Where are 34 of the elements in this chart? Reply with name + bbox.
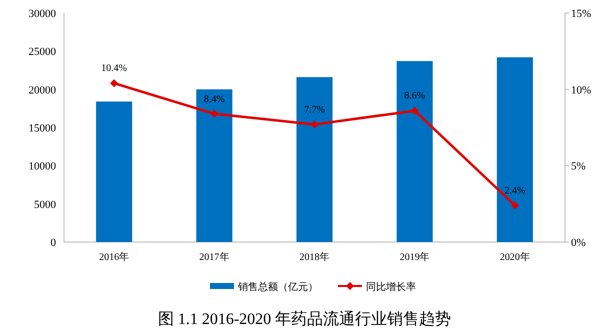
x-tick-label: 2020年 — [500, 251, 530, 263]
data-label: 2.4% — [504, 185, 526, 196]
x-tick-label: 2016年 — [99, 251, 130, 263]
y-tick-label: 5000 — [34, 198, 56, 211]
bar — [96, 102, 132, 242]
bar — [196, 89, 232, 242]
legend-label: 同比增长率 — [366, 281, 416, 293]
bar — [396, 61, 433, 242]
point — [110, 79, 118, 88]
y-tick-label: 25000 — [28, 46, 56, 58]
y-tick-label: 0 — [50, 237, 56, 249]
y-tick-label: 15000 — [28, 122, 56, 134]
point — [210, 110, 218, 118]
y-tick-label: 10000 — [28, 160, 56, 173]
data-label: 10.4% — [101, 63, 128, 74]
y2-tick-label: 10% — [571, 84, 592, 96]
bar — [296, 77, 333, 242]
y2-tick-label: 15% — [571, 8, 592, 20]
bar — [496, 57, 533, 242]
x-tick-label: 2017年 — [199, 251, 230, 263]
x-tick-label: 2019年 — [400, 251, 430, 263]
legend-label: 销售总额（亿元） — [237, 281, 318, 293]
y2-tick-label: 0% — [571, 237, 586, 249]
point — [510, 201, 519, 210]
y-tick-label: 20000 — [28, 84, 56, 96]
data-label: 8.6% — [404, 90, 426, 102]
y2-tick-label: 5% — [571, 160, 586, 173]
data-label: 7.7% — [304, 104, 325, 116]
point — [410, 106, 419, 115]
text: 图 1.1 2016-2020 年药品流通行业销售趋势 — [158, 310, 452, 328]
point — [310, 120, 318, 128]
x-tick-label: 2018年 — [300, 251, 330, 263]
data-label: 8.4% — [204, 94, 225, 105]
y-tick-label: 30000 — [28, 8, 56, 20]
